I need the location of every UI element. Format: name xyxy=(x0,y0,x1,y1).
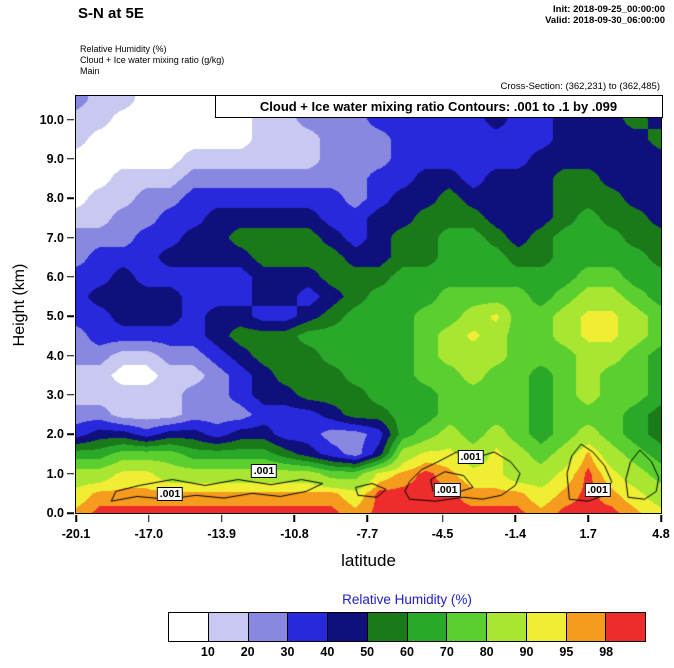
y-tick-label: 1.0 xyxy=(46,466,64,481)
colorbar-tick-label: 98 xyxy=(599,645,614,659)
colorbar-cell xyxy=(328,613,368,641)
colorbar-cell xyxy=(526,613,567,641)
model-times: Init: 2018-09-25_00:00:00 Valid: 2018-09… xyxy=(545,4,665,26)
colorbar-tick-label: 40 xyxy=(320,645,335,659)
x-tick xyxy=(587,515,589,522)
y-tick-label: 9.0 xyxy=(46,151,64,166)
legend-line-domain: Main xyxy=(80,66,100,76)
colorbar-cell xyxy=(367,613,408,641)
y-tick xyxy=(67,472,74,475)
y-tick-label: 7.0 xyxy=(46,230,64,245)
y-tick-label: 4.0 xyxy=(46,348,64,363)
y-tick-label: 6.0 xyxy=(46,269,64,284)
x-tick-label: -4.5 xyxy=(431,527,454,541)
x-tick xyxy=(75,515,77,522)
colorbar-tick-label: 20 xyxy=(240,645,255,659)
x-tick xyxy=(293,515,296,522)
cloud-contour-label: .001 xyxy=(433,483,461,498)
colorbar-tick-label: 10 xyxy=(200,645,215,659)
colorbar-title: Relative Humidity (%) xyxy=(342,592,472,607)
cloud-contour-label: .001 xyxy=(156,487,184,502)
x-tick-label: -13.9 xyxy=(207,527,236,541)
cloud-contour-label: .001 xyxy=(250,463,278,478)
page-title: S-N at 5E xyxy=(78,5,144,22)
colorbar-cell xyxy=(288,613,328,641)
colorbar-cells xyxy=(168,612,646,642)
plot-area: Cloud + Ice water mixing ratio Contours:… xyxy=(11,94,670,570)
cross-section-note: Cross-Section: (362,231) to (362,485) xyxy=(500,81,660,92)
colorbar-tick-label: 80 xyxy=(479,645,494,659)
x-tick-label: -7.7 xyxy=(356,527,379,541)
colorbar-cell xyxy=(248,613,289,641)
colorbar-tick-label: 60 xyxy=(400,645,414,659)
x-tick-label: 1.7 xyxy=(579,527,597,541)
y-tick xyxy=(67,315,74,318)
x-tick xyxy=(366,515,369,522)
colorbar-cell xyxy=(606,613,645,641)
y-tick xyxy=(67,118,74,121)
x-tick xyxy=(514,515,517,522)
colorbar-tick-label: 30 xyxy=(280,645,295,659)
colorbar-cell xyxy=(208,613,249,641)
y-tick xyxy=(67,394,74,396)
y-tick xyxy=(67,276,74,278)
x-tick-label: -10.8 xyxy=(280,527,309,541)
x-tick-label: 4.8 xyxy=(652,527,670,541)
colorbar-cell xyxy=(487,613,527,641)
colorbar: Relative Humidity (%) 10 20 30 40 50 60 70 80 90… xyxy=(168,592,646,660)
y-tick xyxy=(67,354,74,357)
colorbar-tick-label: 70 xyxy=(439,645,454,659)
colorbar-cell xyxy=(169,613,209,641)
y-tick xyxy=(67,433,74,436)
x-tick-label: -1.4 xyxy=(504,527,527,541)
y-tick xyxy=(67,158,74,160)
contour-info-box: Cloud + Ice water mixing ratio Contours:… xyxy=(214,94,663,118)
y-tick xyxy=(67,512,74,514)
y-tick-label: 0.0 xyxy=(46,506,64,520)
x-tick-label: -20.1 xyxy=(61,527,91,541)
legend-line-rh: Relative Humidity (%) xyxy=(80,44,167,54)
valid-time: Valid: 2018-09-30_06:00:00 xyxy=(545,15,665,26)
y-tick-label: 5.0 xyxy=(46,309,64,324)
colorbar-cell xyxy=(447,613,487,641)
y-tick-label: 10.0 xyxy=(39,112,64,127)
x-axis-label: latitude xyxy=(341,551,396,570)
y-tick-label: 3.0 xyxy=(46,387,64,402)
x-tick xyxy=(148,515,150,522)
field-legend: Relative Humidity (%) Cloud + Ice water … xyxy=(80,44,224,77)
colorbar-tick-label: 50 xyxy=(360,645,375,659)
y-axis-label: Height (km) xyxy=(11,263,28,346)
x-tick-label: -17.0 xyxy=(134,527,164,541)
colorbar-cell xyxy=(566,613,607,641)
init-time: Init: 2018-09-25_00:00:00 xyxy=(553,4,665,15)
colorbar-cell xyxy=(407,613,448,641)
legend-line-cloud: Cloud + Ice water mixing ratio (g/kg) xyxy=(80,55,225,65)
y-tick-label: 8.0 xyxy=(46,191,64,206)
cloud-contour-label: .001 xyxy=(457,450,484,465)
x-tick xyxy=(220,515,223,522)
y-tick xyxy=(67,236,74,239)
y-tick-label: 2.0 xyxy=(46,427,64,442)
colorbar-tick-label: 90 xyxy=(519,645,534,659)
cloud-contour-label: .001 xyxy=(584,483,611,498)
y-tick xyxy=(67,197,74,200)
colorbar-tick-label: 95 xyxy=(559,645,574,659)
x-tick xyxy=(441,515,444,522)
colorbar-labels: 10 20 30 40 50 60 70 80 90 95 98 xyxy=(168,642,646,660)
x-tick xyxy=(660,515,662,522)
rh-field-canvas xyxy=(76,96,661,513)
